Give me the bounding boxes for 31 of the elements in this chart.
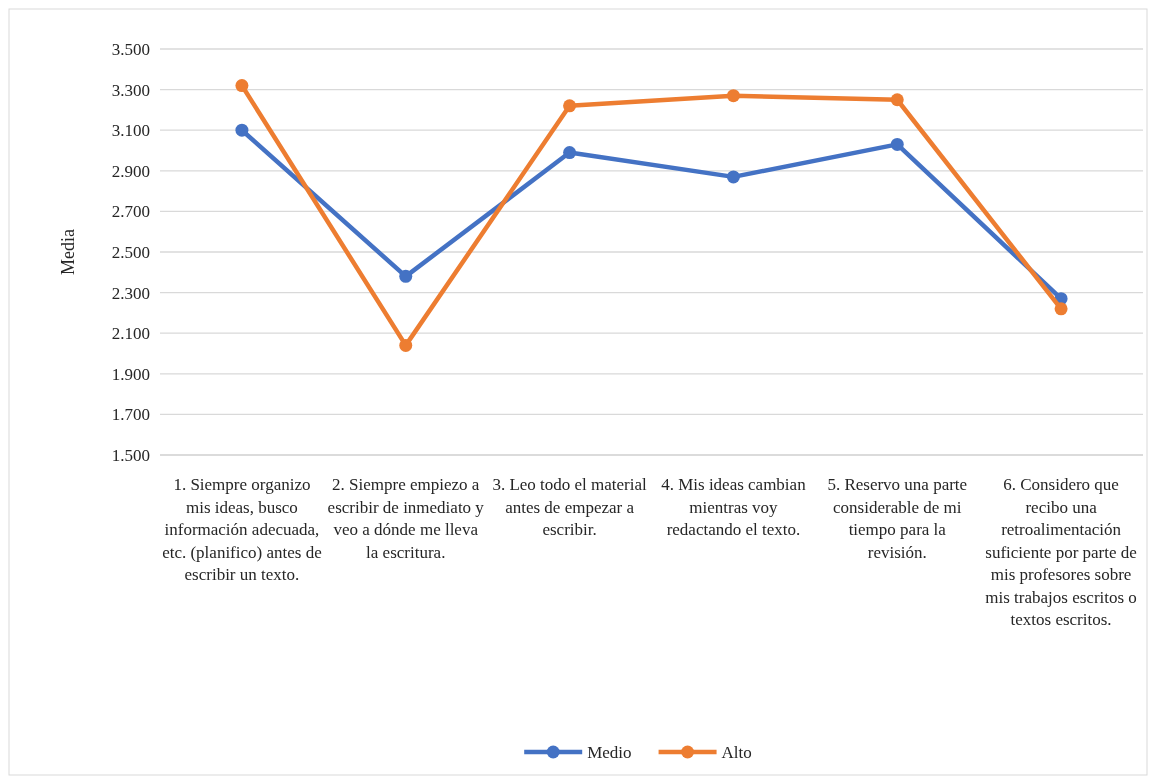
point xyxy=(235,79,249,93)
y-tick-label: 3.300 xyxy=(111,80,150,100)
x-tick-label: 1. Siempre organizo mis ideas, busco información adecuada, etc. (planifico) antes de escribir un texto. xyxy=(162,475,322,584)
y-tick-label: 1.500 xyxy=(111,445,150,465)
x-tick-label: 5. Reservo una parte considerable de mi tiempo para la revisión. xyxy=(827,475,968,562)
y-tick-label: 2.500 xyxy=(111,242,150,262)
y-tick-label: 1.700 xyxy=(111,405,150,425)
point xyxy=(563,99,577,113)
point xyxy=(890,137,904,151)
x-tick-label: 4. Mis ideas cambian mientras voy redactando el texto. xyxy=(661,475,807,539)
y-tick-label: 3.100 xyxy=(111,121,150,141)
point xyxy=(726,170,740,184)
point xyxy=(726,89,740,103)
legend-label: Alto xyxy=(721,742,752,762)
y-tick-label: 3.500 xyxy=(111,39,150,59)
y-tick-label: 2.700 xyxy=(111,202,150,222)
point xyxy=(1054,302,1068,316)
y-tick-label: 2.100 xyxy=(111,324,150,344)
x-tick-label: 6. Considero que recibo una retroalimentación suficiente por parte de mis profesores sobre mis trabajos escritos o textos escritos. xyxy=(985,475,1137,629)
y-tick-label: 2.900 xyxy=(111,161,150,181)
point xyxy=(563,146,577,160)
x-tick-label: 2. Siempre empiezo a escribir de inmediato y veo a dónde me lleva la escritura. xyxy=(327,475,485,562)
legend-label: Medio xyxy=(587,742,632,762)
y-tick-label: 1.900 xyxy=(111,364,150,384)
x-tick-label: 3. Leo todo el material antes de empezar a escribir. xyxy=(492,475,648,539)
point xyxy=(399,269,413,283)
point xyxy=(890,93,904,107)
point xyxy=(235,123,249,137)
y-tick-label: 2.300 xyxy=(111,283,150,303)
point xyxy=(399,338,413,352)
y-axis-title: Media xyxy=(58,229,78,275)
